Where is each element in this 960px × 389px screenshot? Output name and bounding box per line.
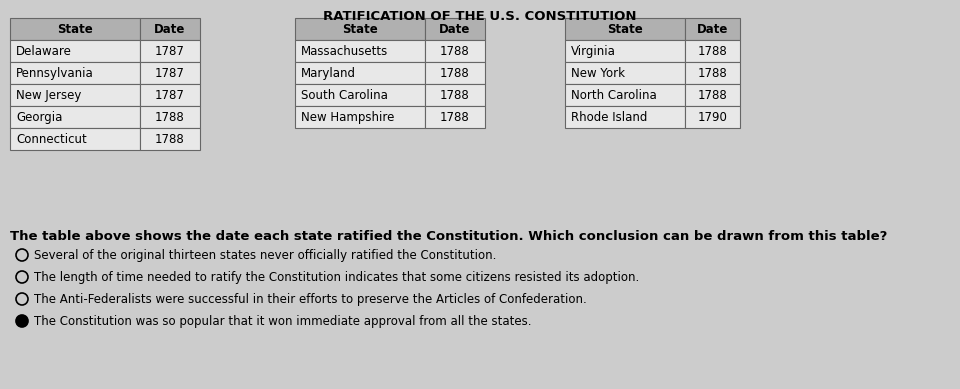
Text: 1790: 1790 (698, 110, 728, 123)
Text: 1788: 1788 (440, 89, 469, 102)
Text: 1788: 1788 (156, 133, 185, 145)
Text: Connecticut: Connecticut (16, 133, 86, 145)
Bar (140, 40, 200, 62)
Text: State: State (342, 23, 378, 35)
Text: 1788: 1788 (698, 44, 728, 58)
Bar (295, 106, 425, 128)
Text: Massachusetts: Massachusetts (301, 44, 388, 58)
Text: 1788: 1788 (440, 67, 469, 79)
Text: 1787: 1787 (156, 67, 185, 79)
Bar (425, 18, 485, 40)
Text: 1788: 1788 (440, 110, 469, 123)
Bar (685, 106, 740, 128)
Text: Date: Date (697, 23, 729, 35)
Bar (685, 40, 740, 62)
Text: State: State (58, 23, 93, 35)
Bar (10, 40, 140, 62)
Bar (140, 106, 200, 128)
Circle shape (16, 249, 28, 261)
Text: New York: New York (571, 67, 625, 79)
Bar (425, 106, 485, 128)
Text: Georgia: Georgia (16, 110, 62, 123)
Bar (295, 62, 425, 84)
Text: State: State (607, 23, 643, 35)
Text: The table above shows the date each state ratified the Constitution. Which concl: The table above shows the date each stat… (10, 230, 887, 243)
Bar (565, 84, 685, 106)
Text: 1788: 1788 (698, 67, 728, 79)
Bar (425, 84, 485, 106)
Text: The Constitution was so popular that it won immediate approval from all the stat: The Constitution was so popular that it … (34, 314, 532, 328)
Text: The length of time needed to ratify the Constitution indicates that some citizen: The length of time needed to ratify the … (34, 270, 639, 284)
Text: 1788: 1788 (156, 110, 185, 123)
Text: 1788: 1788 (698, 89, 728, 102)
Bar (565, 40, 685, 62)
Bar (295, 18, 425, 40)
Circle shape (16, 293, 28, 305)
Text: RATIFICATION OF THE U.S. CONSTITUTION: RATIFICATION OF THE U.S. CONSTITUTION (324, 10, 636, 23)
Bar (685, 62, 740, 84)
Bar (140, 128, 200, 150)
Text: 1787: 1787 (156, 44, 185, 58)
Text: The Anti-Federalists were successful in their efforts to preserve the Articles o: The Anti-Federalists were successful in … (34, 293, 587, 305)
Bar (565, 62, 685, 84)
Bar (140, 18, 200, 40)
Bar (10, 106, 140, 128)
Text: Maryland: Maryland (301, 67, 356, 79)
Text: New Hampshire: New Hampshire (301, 110, 395, 123)
Text: Date: Date (155, 23, 185, 35)
Circle shape (16, 271, 28, 283)
Text: South Carolina: South Carolina (301, 89, 388, 102)
Text: Virginia: Virginia (571, 44, 616, 58)
Text: Several of the original thirteen states never officially ratified the Constituti: Several of the original thirteen states … (34, 249, 496, 261)
Bar (425, 40, 485, 62)
Bar (140, 62, 200, 84)
Bar (565, 106, 685, 128)
Text: Delaware: Delaware (16, 44, 72, 58)
Text: North Carolina: North Carolina (571, 89, 657, 102)
Text: Pennsylvania: Pennsylvania (16, 67, 94, 79)
Bar (140, 84, 200, 106)
Bar (10, 62, 140, 84)
Circle shape (16, 315, 28, 327)
Bar (685, 18, 740, 40)
Bar (685, 84, 740, 106)
Text: Rhode Island: Rhode Island (571, 110, 647, 123)
Bar (10, 128, 140, 150)
Bar (10, 84, 140, 106)
Bar (295, 40, 425, 62)
Bar (10, 18, 140, 40)
Text: Date: Date (440, 23, 470, 35)
Text: New Jersey: New Jersey (16, 89, 82, 102)
Text: 1788: 1788 (440, 44, 469, 58)
Bar (565, 18, 685, 40)
Text: 1787: 1787 (156, 89, 185, 102)
Bar (295, 84, 425, 106)
Bar (425, 62, 485, 84)
